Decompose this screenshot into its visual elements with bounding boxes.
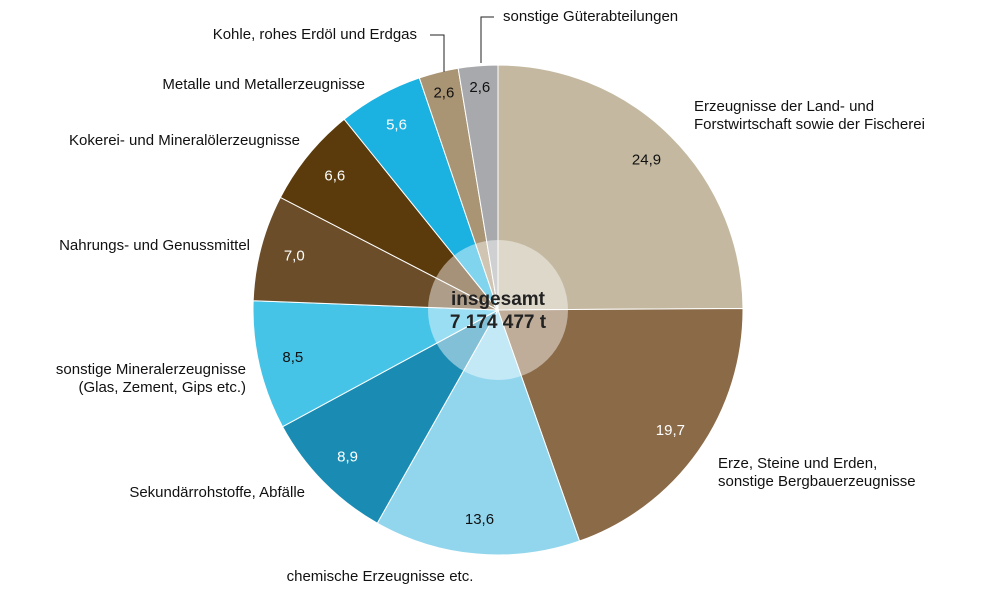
value-label: 7,0 [284,247,305,264]
category-label: chemische Erzeugnisse etc. [286,568,474,585]
category-label: Metalle und Metallerzeugnisse [162,76,365,93]
value-label: 13,6 [465,511,494,528]
value-label: 8,5 [282,349,303,366]
category-label: Erze, Steine und Erden, sonstige Bergbau… [718,455,916,490]
value-label: 2,6 [469,79,490,96]
pie-slice [252,196,499,311]
value-label: 5,6 [386,116,407,133]
pie-slice [252,300,500,428]
center-value: 7 174 477 t [450,312,547,333]
value-label: 19,7 [656,422,685,439]
category-label: Kohle, rohes Erdöl und Erdgas [212,26,417,43]
category-label: Sekundärrohstoffe, Abfälle [129,484,305,501]
category-label: Nahrungs- und Genussmittel [59,237,250,254]
value-label: 24,9 [632,152,661,169]
category-label: sonstige Güterabteilungen [503,8,679,25]
category-label: sonstige Mineralerzeugnisse (Glas, Zemen… [55,361,246,396]
pie-slice [281,308,500,524]
pie-slice [457,64,499,311]
leader-line [480,16,494,63]
center-circle [428,240,568,380]
leader-line [430,34,445,72]
center-title: insgesamt [451,289,546,310]
category-label: Erzeugnisse der Land- und Forstwirtschaf… [694,98,925,133]
pie-slice [376,308,581,556]
value-label: 8,9 [337,449,358,466]
value-label: 2,6 [433,85,454,102]
pie [252,64,744,556]
pie-slice [497,64,744,311]
value-label: 6,6 [324,168,345,185]
category-label: Kokerei- und Mineralölerzeugnisse [69,132,300,149]
